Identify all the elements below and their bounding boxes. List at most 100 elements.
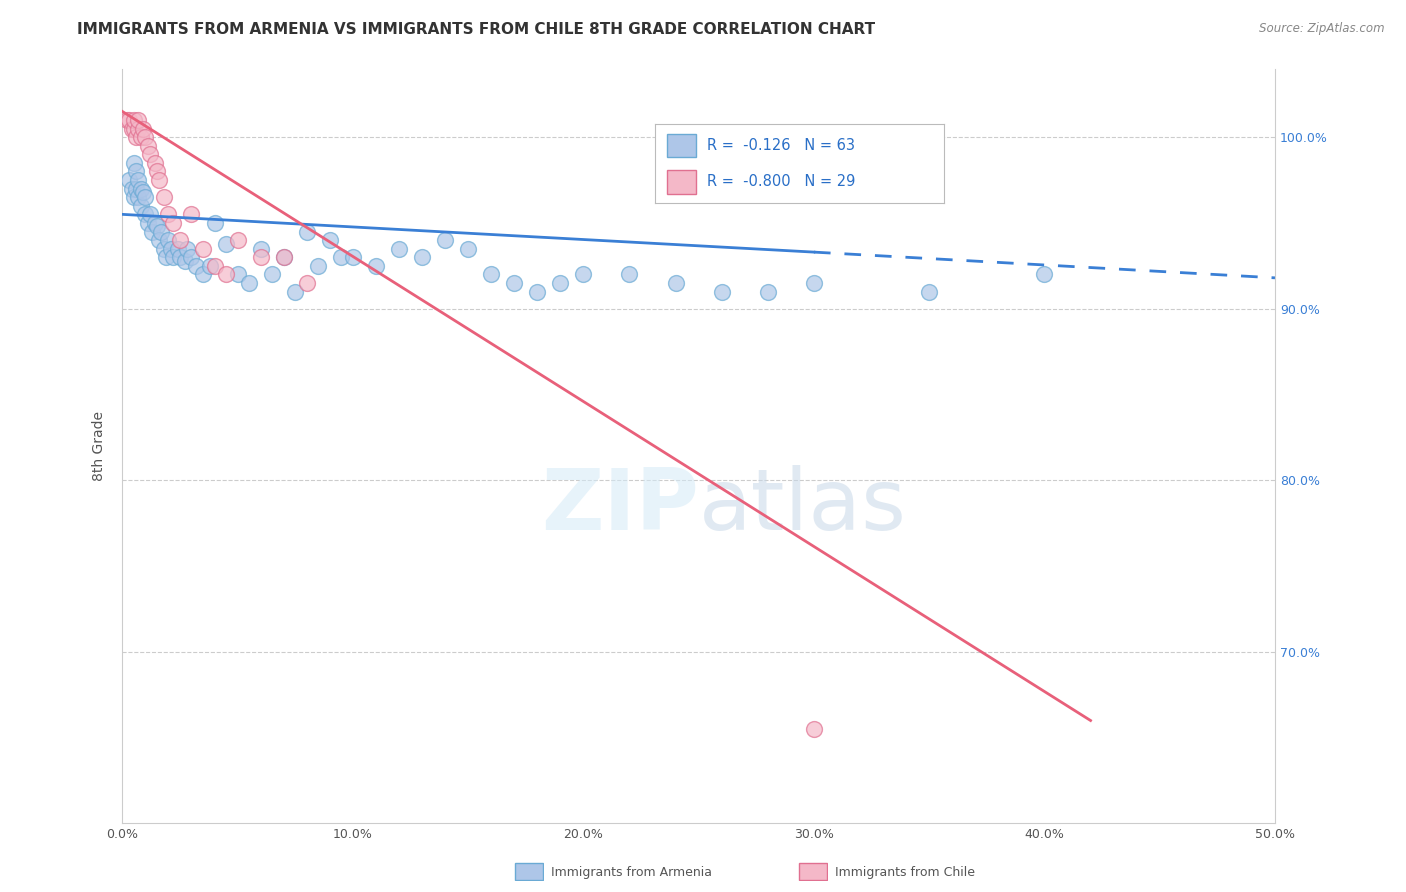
Point [479, 268, 502, 282]
Point [143, 216, 166, 230]
Point [162, 250, 184, 264]
Text: R =  -0.126   N = 63: R = -0.126 N = 63 [707, 138, 855, 153]
Point [146, 219, 169, 234]
Point [118, 173, 141, 187]
Point [139, 147, 162, 161]
Point [169, 233, 191, 247]
Point [129, 199, 152, 213]
Point [307, 259, 329, 273]
Point [619, 268, 641, 282]
Point [249, 250, 271, 264]
Point [155, 250, 177, 264]
Text: Source: ZipAtlas.com: Source: ZipAtlas.com [1260, 22, 1385, 36]
Point [665, 276, 688, 290]
Point [238, 276, 260, 290]
Point [226, 233, 249, 247]
Point [129, 130, 152, 145]
Point [148, 233, 170, 247]
Point [157, 207, 180, 221]
Point [146, 164, 169, 178]
Point [176, 242, 198, 256]
Point [122, 190, 145, 204]
Point [136, 216, 159, 230]
Text: Immigrants from Chile: Immigrants from Chile [835, 866, 976, 879]
Point [132, 185, 155, 199]
Point [121, 121, 143, 136]
Point [127, 121, 149, 136]
Point [249, 242, 271, 256]
Point [756, 285, 779, 299]
Point [115, 113, 138, 128]
Y-axis label: 8th Grade: 8th Grade [93, 411, 107, 481]
Point [1033, 268, 1056, 282]
Point [143, 156, 166, 170]
Point [710, 285, 733, 299]
Point [284, 285, 307, 299]
Point [180, 207, 202, 221]
Point [550, 276, 572, 290]
Text: Immigrants from Armenia: Immigrants from Armenia [551, 866, 713, 879]
Point [159, 242, 181, 256]
Point [136, 138, 159, 153]
Point [166, 242, 188, 256]
Point [134, 190, 156, 204]
Point [132, 121, 155, 136]
Text: atlas: atlas [699, 465, 907, 548]
Point [803, 276, 825, 290]
Point [204, 259, 226, 273]
Point [319, 233, 342, 247]
Point [918, 285, 941, 299]
Point [134, 130, 156, 145]
Point [127, 190, 149, 204]
Point [127, 173, 149, 187]
Text: ZIP: ZIP [541, 465, 699, 548]
Point [122, 113, 145, 128]
Point [139, 207, 162, 221]
Point [125, 181, 148, 195]
Point [457, 242, 479, 256]
Point [148, 173, 170, 187]
Point [153, 242, 176, 256]
Bar [666, 134, 696, 157]
Point [121, 181, 143, 195]
Point [122, 121, 145, 136]
Point [262, 268, 284, 282]
Point [273, 250, 295, 264]
Point [226, 268, 249, 282]
Point [122, 156, 145, 170]
Point [273, 250, 295, 264]
Point [162, 216, 184, 230]
Point [198, 259, 221, 273]
Point [364, 259, 387, 273]
Point [173, 253, 195, 268]
Point [129, 181, 152, 195]
Point [330, 250, 353, 264]
Point [215, 236, 238, 251]
Point [150, 225, 173, 239]
Point [141, 225, 163, 239]
Point [134, 207, 156, 221]
Point [127, 113, 149, 128]
Point [157, 233, 180, 247]
Point [125, 164, 148, 178]
Point [526, 285, 548, 299]
Point [204, 216, 226, 230]
Text: IMMIGRANTS FROM ARMENIA VS IMMIGRANTS FROM CHILE 8TH GRADE CORRELATION CHART: IMMIGRANTS FROM ARMENIA VS IMMIGRANTS FR… [77, 22, 876, 37]
Point [125, 130, 148, 145]
Point [118, 113, 141, 128]
Point [215, 268, 238, 282]
Point [411, 250, 433, 264]
Point [295, 225, 318, 239]
Point [184, 259, 207, 273]
Point [572, 268, 595, 282]
Point [169, 250, 191, 264]
Point [295, 276, 318, 290]
Point [180, 250, 202, 264]
Point [191, 242, 214, 256]
Point [388, 242, 411, 256]
Point [342, 250, 364, 264]
Point [153, 190, 176, 204]
Point [191, 268, 214, 282]
Text: R =  -0.800   N = 29: R = -0.800 N = 29 [707, 174, 855, 189]
Point [803, 722, 825, 736]
